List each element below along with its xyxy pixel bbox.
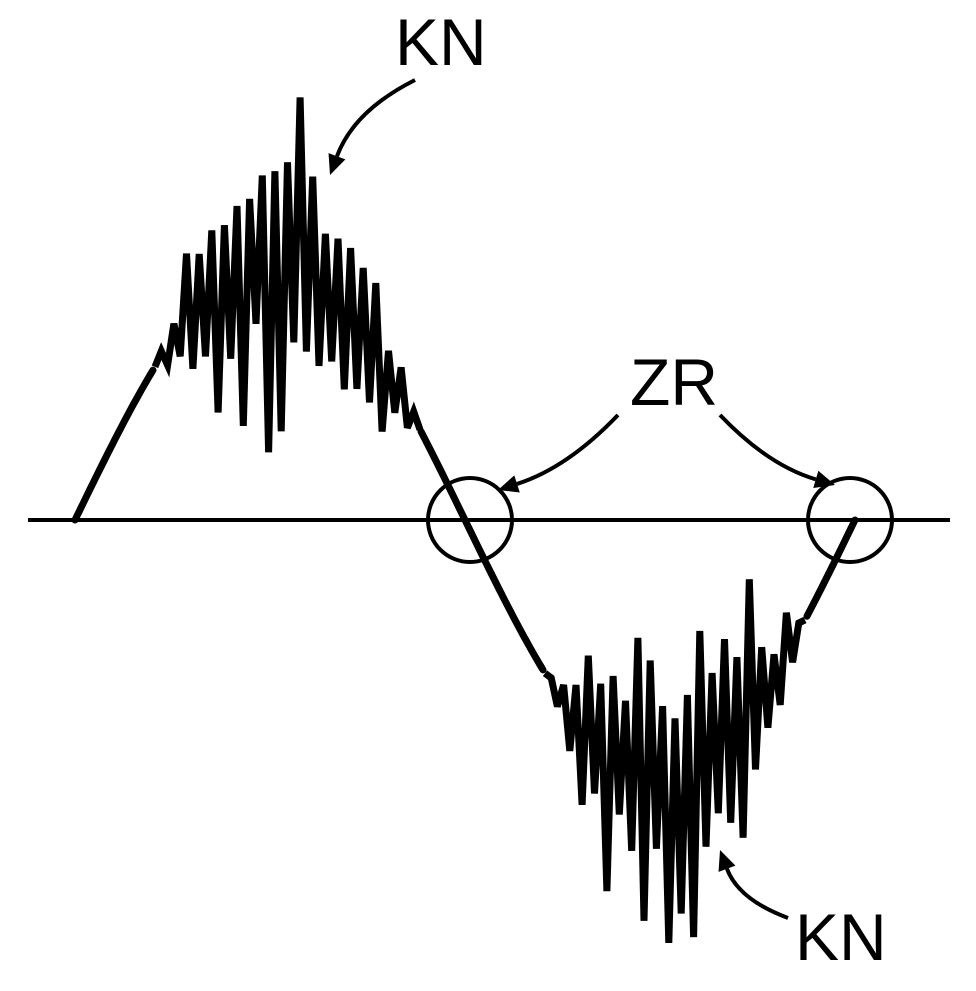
label-kn-bottom: KN	[795, 900, 887, 974]
arrow-zr-right-head	[813, 471, 835, 488]
arrow-kn-bottom-leader	[727, 869, 788, 918]
noise-burst-KN_lower	[545, 579, 805, 943]
arrow-kn-top-leader	[337, 80, 415, 156]
arrow-kn-top-head	[329, 153, 346, 175]
arrow-zr-left-leader	[517, 415, 618, 484]
label-zr: ZR	[630, 345, 718, 419]
label-kn-top: KN	[395, 5, 487, 79]
waveform-diagram: KN KN ZR	[0, 0, 976, 991]
arrow-kn-bottom-head	[719, 850, 736, 872]
diagram-layer: KN KN ZR	[28, 5, 950, 974]
noise-burst-KN_upper	[155, 97, 420, 452]
arrow-zr-right-leader	[720, 415, 816, 479]
arrow-zr-left-head	[498, 475, 520, 492]
